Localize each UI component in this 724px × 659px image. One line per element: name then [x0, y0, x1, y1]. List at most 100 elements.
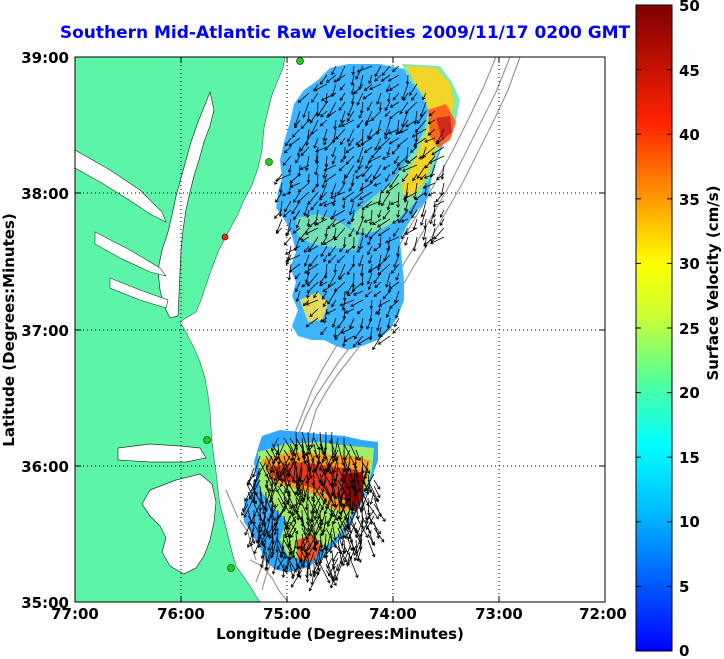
velocity-vector: [422, 227, 427, 241]
velocity-vector: [339, 509, 351, 529]
velocity-vector: [361, 461, 369, 485]
velocity-vector: [428, 155, 445, 164]
colorbar-tick-label: 5: [679, 578, 689, 596]
velocity-vector: [368, 128, 382, 140]
velocity-vector: [293, 209, 301, 221]
velocity-vector: [382, 209, 391, 220]
velocity-vector: [360, 509, 365, 530]
velocity-vector: [321, 209, 328, 221]
velocity-vector: [402, 92, 409, 102]
velocity-vector: [341, 299, 346, 311]
velocity-vector: [392, 227, 400, 237]
velocity-vector: [365, 227, 373, 239]
velocity-vector: [387, 92, 391, 103]
velocity-vector: [259, 545, 267, 569]
velocity-vector: [323, 173, 337, 183]
velocity-vector: [284, 557, 291, 574]
velocity-vector: [283, 209, 292, 218]
velocity-vector: [435, 137, 445, 145]
velocity-vector: [284, 200, 292, 213]
velocity-vector: [285, 227, 292, 237]
velocity-vector: [361, 473, 370, 495]
velocity-vector: [317, 101, 328, 117]
velocity-vector: [289, 509, 296, 523]
velocity-vector: [306, 281, 319, 294]
velocity-vector: [320, 326, 328, 336]
velocity-vector: [320, 245, 328, 258]
velocity-vector: [276, 557, 285, 570]
velocity-vector: [299, 227, 310, 241]
colorbar-tick-label: 30: [679, 255, 700, 273]
velocity-vector: [274, 509, 285, 527]
velocity-vector: [303, 254, 310, 267]
velocity-vector: [291, 461, 297, 484]
velocity-vector: [353, 539, 363, 562]
tick-marks: [75, 57, 605, 602]
velocity-vector: [273, 467, 279, 482]
velocity-vector: [412, 173, 418, 182]
velocity-vector: [384, 101, 391, 112]
velocity-vector: [417, 110, 427, 125]
velocity-vector: [325, 527, 333, 552]
map-title: Southern Mid-Atlantic Raw Velocities 200…: [60, 23, 631, 43]
velocity-vector: [423, 236, 428, 249]
colorbar-tick-labels: 50 45 40 35 30 25 20 15 10 5 0: [679, 0, 700, 659]
velocity-vector: [300, 137, 310, 152]
velocity-vector: [252, 479, 257, 505]
velocity-vector: [378, 101, 383, 112]
velocity-vector: [302, 299, 310, 307]
velocity-vector: [322, 164, 328, 179]
pamlico-sound: [141, 473, 217, 575]
velocity-vector: [362, 92, 373, 100]
velocity-vector: [301, 521, 311, 537]
velocity-vector: [351, 65, 356, 76]
velocity-vector: [377, 263, 391, 276]
velocity-vector: [440, 164, 445, 180]
velocity-vector: [345, 164, 355, 179]
velocity-vector: [307, 527, 321, 551]
velocity-vector: [377, 227, 391, 237]
velocity-vector: [277, 545, 283, 559]
velocity-vector: [337, 527, 343, 540]
velocity-vector: [302, 485, 309, 502]
velocity-vector: [253, 539, 261, 555]
velocity-vector: [332, 509, 339, 525]
velocity-vector: [327, 254, 337, 264]
velocity-vector: [304, 272, 310, 284]
velocity-vector: [342, 461, 351, 484]
velocity-vector: [292, 227, 301, 234]
velocity-vector: [323, 545, 333, 559]
velocity-vector: [333, 227, 346, 241]
x-tick-label: 77:00: [51, 605, 99, 623]
velocity-vector: [366, 101, 373, 112]
velocity-vector: [401, 227, 409, 240]
velocity-vector: [423, 236, 436, 246]
velocity-vector: [368, 326, 373, 341]
velocity-vector: [313, 485, 326, 505]
velocity-vector: [391, 146, 400, 155]
velocity-vector: [422, 182, 436, 189]
velocity-vector: [373, 245, 382, 252]
velocity-vector: [368, 74, 373, 85]
velocity-vector: [295, 449, 301, 462]
velocity-vector: [359, 317, 364, 329]
velocity-vector: [341, 191, 355, 201]
velocity-vector: [339, 467, 345, 483]
colorbar-tick-label: 0: [679, 642, 689, 659]
velocity-vector: [404, 101, 418, 114]
velocity-vector: [323, 236, 337, 245]
velocity-vector: [423, 218, 428, 230]
velocity-vector: [358, 110, 364, 119]
velocity-vector: [307, 557, 313, 577]
velocity-vector: [261, 527, 273, 546]
colorbar-gradient: [635, 4, 673, 652]
velocity-vector: [373, 290, 382, 297]
velocity-vector: [347, 521, 357, 541]
y-tick-label: 35:00: [21, 594, 69, 612]
velocity-vector: [377, 218, 391, 228]
velocity-vector: [338, 272, 346, 280]
velocity-vector: [306, 551, 315, 571]
velocity-vector: [333, 281, 346, 292]
velocity-vector: [342, 173, 346, 185]
colorbar-tick-label: 10: [679, 513, 700, 531]
